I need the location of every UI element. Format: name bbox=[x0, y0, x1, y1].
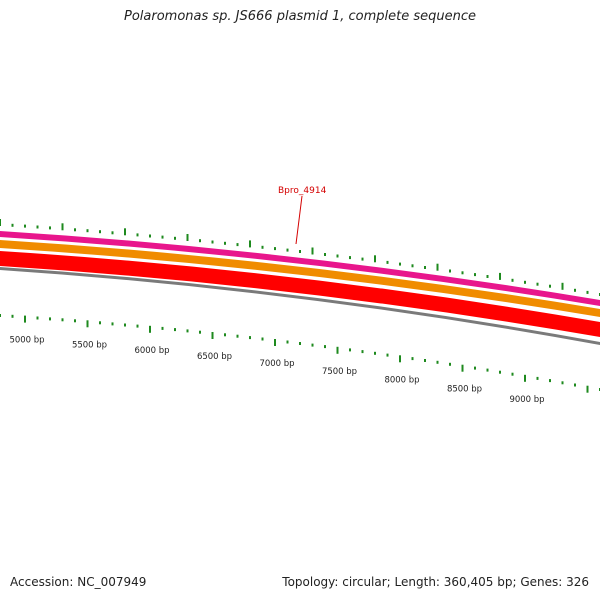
gene-callout-line bbox=[295, 195, 303, 245]
topology-summary: Topology: circular; Length: 360,405 bp; … bbox=[282, 575, 589, 589]
track-orange[interactable] bbox=[0, 240, 600, 317]
scale-label: 6000 bp bbox=[134, 346, 169, 356]
scale-label: 5500 bp bbox=[72, 340, 107, 350]
map-title: Polaromonas sp. JS666 plasmid 1, complet… bbox=[123, 9, 476, 24]
scale-label: 5000 bp bbox=[9, 336, 44, 346]
scale-label: 9000 bp bbox=[509, 395, 544, 405]
gene-label-bpro-4914[interactable]: Bpro_4914 bbox=[278, 186, 327, 196]
scale-label: 8500 bp bbox=[447, 385, 482, 395]
scale-label: 8000 bp bbox=[384, 375, 419, 385]
track-red[interactable] bbox=[0, 251, 600, 337]
inner-tick-row bbox=[0, 314, 600, 393]
scale-labels: 5000 bp 5500 bp 6000 bp 6500 bp 7000 bp 7500 … bbox=[9, 336, 544, 405]
accession-text: Accession: NC_007949 bbox=[10, 575, 147, 589]
scale-label: 7000 bp bbox=[259, 359, 294, 369]
outer-tick-row bbox=[0, 219, 600, 296]
track-magenta[interactable] bbox=[0, 231, 600, 306]
scale-label: 6500 bp bbox=[197, 352, 232, 362]
scale-label: 7500 bp bbox=[322, 367, 357, 377]
